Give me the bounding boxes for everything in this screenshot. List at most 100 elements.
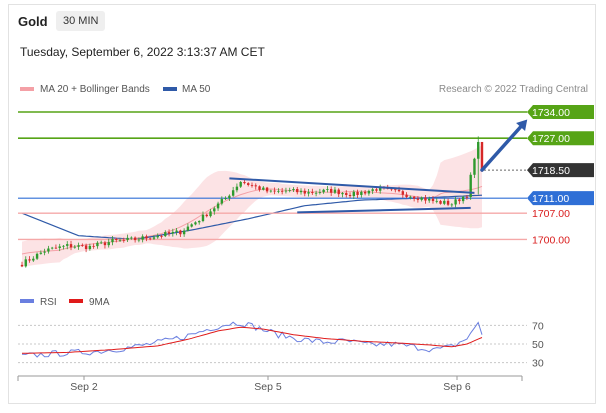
ma50-legend-label: MA 50: [182, 84, 211, 95]
candle-body: [469, 174, 472, 198]
candle-body: [160, 236, 163, 237]
candle-body: [405, 194, 408, 198]
candle-body: [179, 230, 182, 235]
candle-body: [152, 237, 156, 239]
candle-body: [43, 251, 46, 253]
candle-body: [141, 236, 144, 240]
candle-body: [288, 190, 291, 191]
candle-body: [461, 196, 465, 202]
x-tick-label: Sep 5: [254, 381, 282, 393]
candle-body: [20, 264, 24, 267]
candle-body: [130, 237, 133, 239]
candle-body: [356, 191, 359, 195]
candle-body: [458, 199, 461, 202]
candle-body: [81, 245, 84, 247]
rsi-line: [21, 321, 483, 358]
ma9-legend-label: 9MA: [89, 297, 110, 308]
level-1734-00-label: 1734.00: [532, 107, 570, 119]
candle-body: [164, 232, 167, 237]
candle-body: [269, 190, 273, 192]
credit-label: Research © 2022 Trading Central: [439, 84, 588, 95]
bollinger-band: [22, 145, 482, 267]
candle-body: [296, 189, 299, 193]
candle-body: [224, 198, 227, 200]
candle-body: [307, 192, 310, 194]
candle-body: [209, 211, 212, 217]
candle-body: [337, 189, 340, 195]
candle-body: [390, 188, 393, 190]
candle-body: [273, 190, 276, 192]
candle-body: [198, 221, 201, 223]
candle-body: [446, 200, 450, 205]
level-1734-00-tag: [527, 104, 594, 119]
candle-body: [258, 186, 261, 190]
forecast-arrow-line: [480, 125, 523, 172]
candle-body: [115, 239, 118, 240]
candle-body: [318, 192, 322, 193]
candle-body: [216, 203, 220, 209]
candle-body: [341, 193, 344, 195]
candle-body: [409, 196, 412, 198]
candle-body: [145, 236, 148, 239]
candle-body: [107, 242, 110, 246]
candle-body: [299, 190, 303, 193]
candle-body: [326, 189, 329, 190]
candle-body: [439, 200, 442, 204]
candle-body: [194, 222, 197, 225]
candle-body: [424, 197, 427, 201]
rsi-tick-label: 30: [532, 358, 544, 370]
candle-body: [303, 190, 306, 194]
candle-body: [201, 214, 205, 222]
candle-body: [111, 239, 114, 243]
candle-body: [50, 247, 54, 249]
candle-body: [186, 226, 190, 231]
bollinger-legend-label: MA 20 + Bollinger Bands: [40, 84, 150, 95]
candle-body: [171, 231, 175, 234]
candle-body: [84, 245, 88, 250]
candle-body: [375, 189, 378, 191]
level-1700-00-label: 1700.00: [532, 234, 570, 246]
timeframe-button[interactable]: 30 MIN: [56, 11, 106, 31]
triangle-upper-line: [229, 177, 475, 194]
candle-body: [92, 245, 95, 247]
candle-body: [228, 195, 231, 199]
candle-body: [96, 242, 99, 247]
candle-body: [220, 199, 224, 204]
candle-body: [54, 247, 58, 249]
candle-body: [367, 190, 371, 194]
candle-body: [397, 189, 401, 192]
candle-body: [213, 208, 216, 212]
candle-body: [182, 230, 186, 235]
candle-body: [454, 199, 457, 205]
candle-body: [348, 195, 352, 197]
candle-body: [62, 245, 65, 247]
datetime-label: Tuesday, September 6, 2022 3:13:37 AM CE…: [20, 45, 265, 59]
candle-body: [250, 185, 254, 186]
candle-body: [239, 182, 242, 187]
candle-body: [254, 185, 257, 187]
candle-body: [118, 239, 122, 241]
candle-body: [73, 246, 76, 248]
ma20-line: [21, 185, 483, 255]
chart-frame: [8, 4, 596, 404]
candle-body: [480, 141, 484, 171]
candle-body: [477, 141, 480, 159]
candle-body: [175, 230, 178, 232]
candle-body: [322, 189, 325, 193]
rsi-legend-swatch: [20, 299, 34, 303]
candle-body: [371, 189, 374, 191]
candle-body: [39, 252, 43, 254]
x-tick-label: Sep 2: [70, 381, 98, 393]
candle-body: [420, 197, 423, 200]
candle-body: [47, 248, 50, 252]
candle-body: [99, 242, 103, 244]
level-1711-00-label: 1711.00: [532, 193, 569, 205]
candle-body: [66, 244, 69, 246]
rsi-legend-label: RSI: [40, 297, 57, 308]
candle-body: [190, 224, 193, 227]
candle-body: [412, 196, 416, 199]
candle-body: [292, 189, 295, 191]
level-1718-50-tag: [527, 163, 594, 178]
candle-body: [235, 186, 239, 191]
